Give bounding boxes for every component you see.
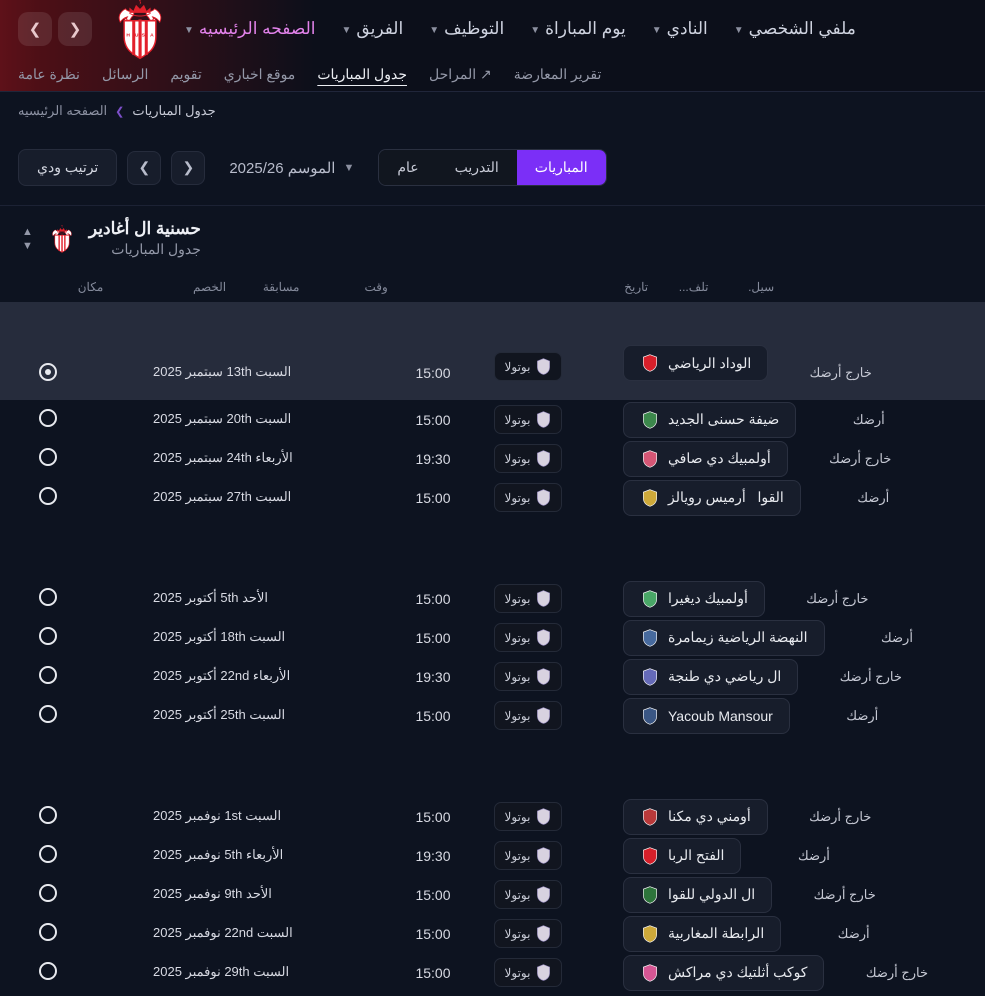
svg-text:U: U xyxy=(135,33,139,39)
svg-text:H: H xyxy=(126,33,130,39)
svg-text:A: A xyxy=(150,33,154,39)
